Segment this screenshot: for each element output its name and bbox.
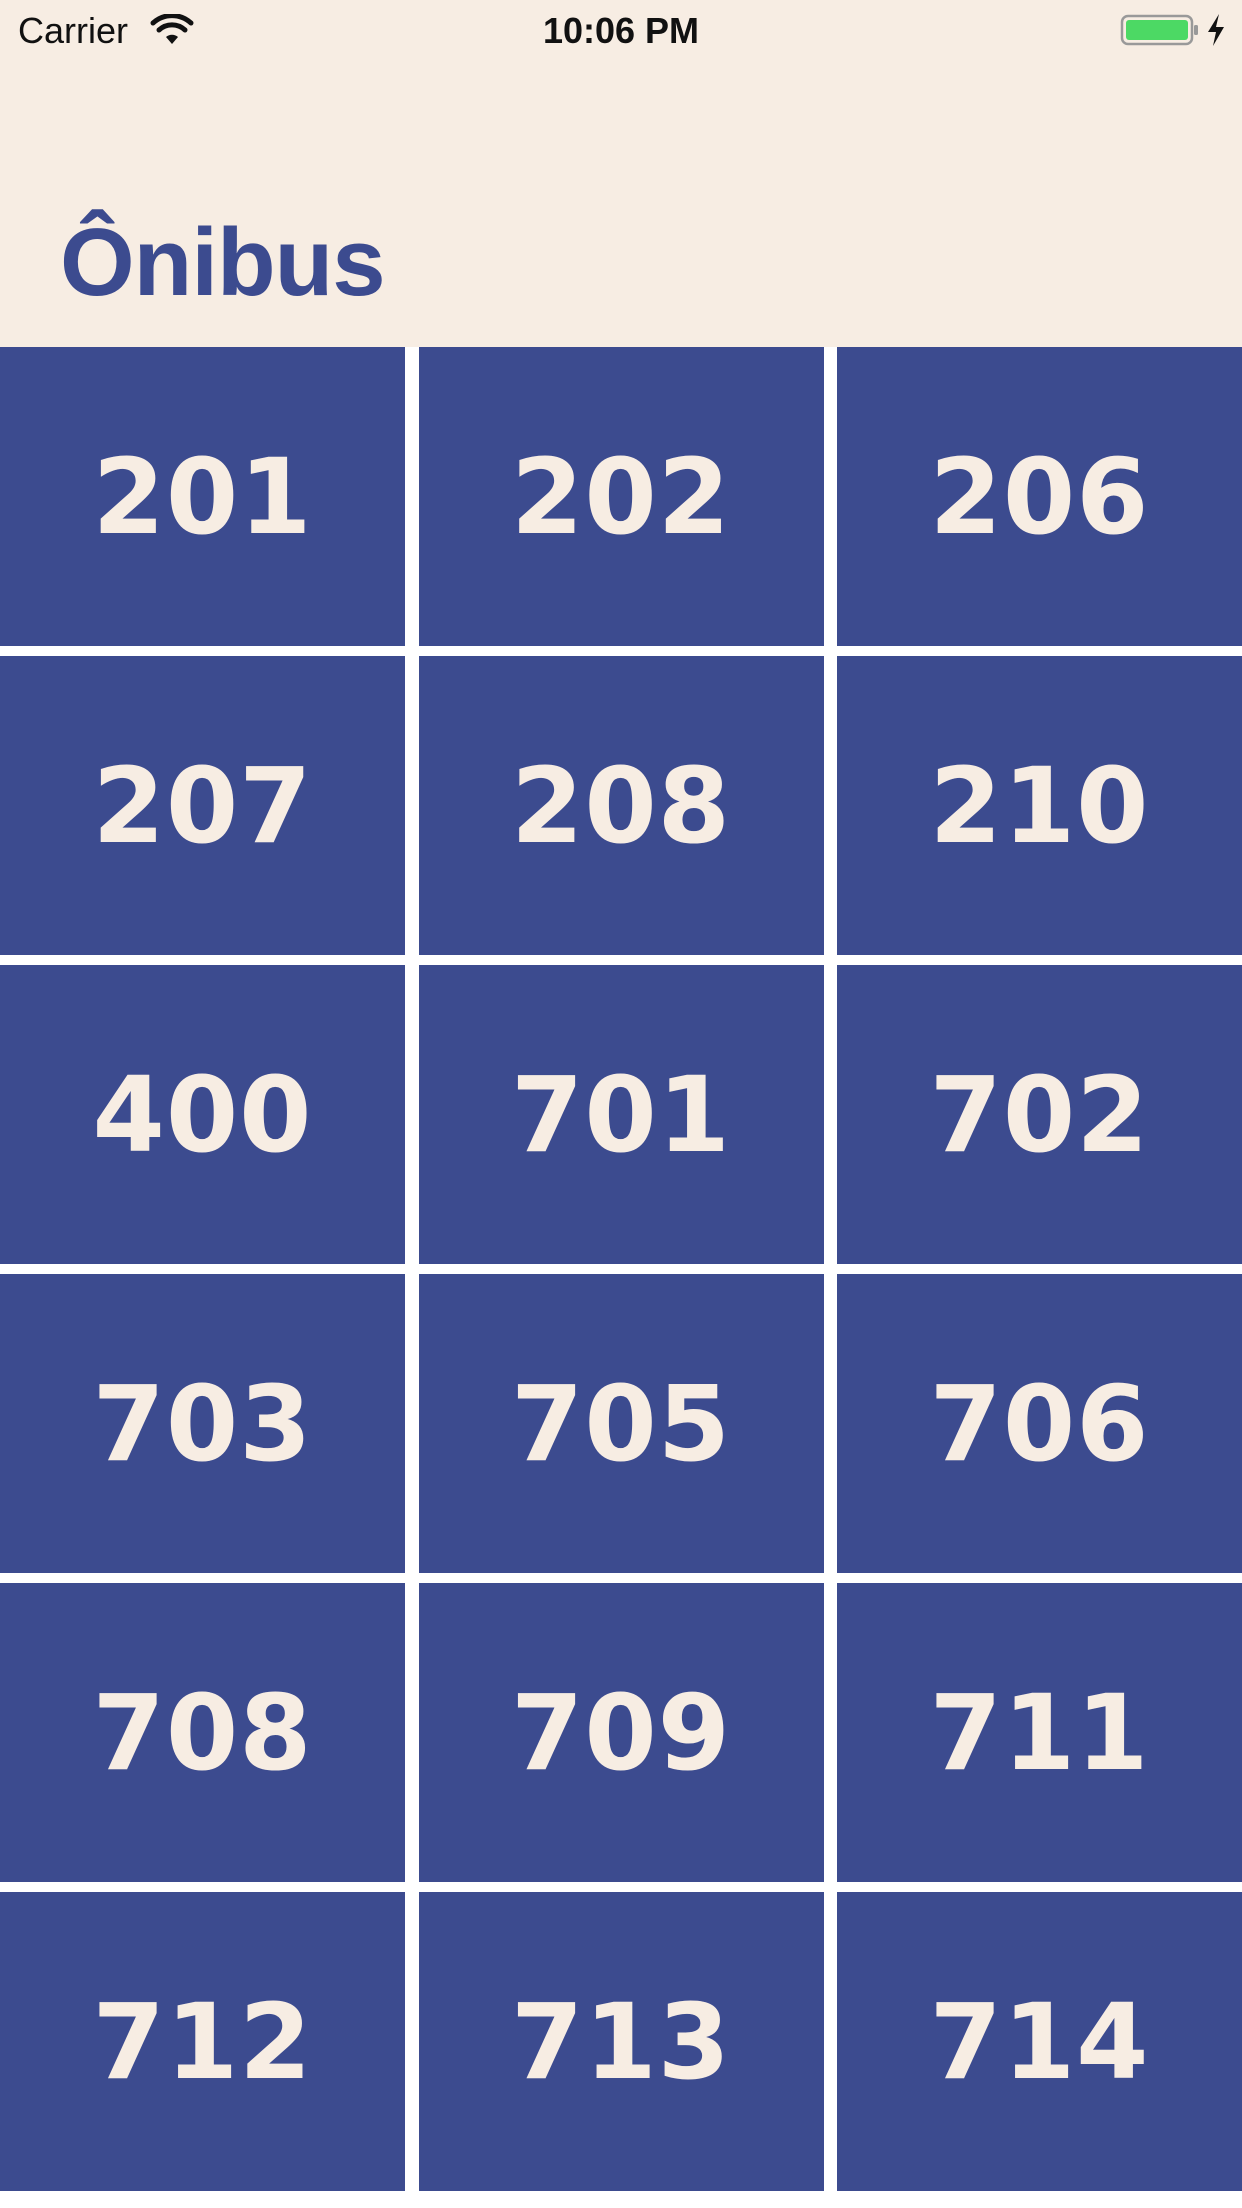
bus-line-number: 201 — [92, 435, 313, 558]
bus-line-tile[interactable]: 702 — [837, 965, 1242, 1264]
bus-line-number: 712 — [92, 1980, 313, 2103]
status-bar: Carrier 10:06 PM — [0, 0, 1242, 60]
bus-line-number: 206 — [929, 435, 1150, 558]
bus-line-number: 703 — [92, 1362, 313, 1485]
carrier-label: Carrier — [18, 10, 129, 51]
bus-line-number: 714 — [929, 1980, 1150, 2103]
bus-line-number: 713 — [510, 1980, 732, 2103]
bus-line-tile[interactable]: 206 — [837, 347, 1242, 646]
bus-line-tile[interactable]: 703 — [0, 1274, 405, 1573]
bus-line-number: 705 — [510, 1362, 732, 1485]
navigation-bar: Carrier 10:06 PM Ônibus — [0, 0, 1242, 347]
bus-line-tile[interactable]: 400 — [0, 965, 405, 1264]
bus-line-number: 400 — [92, 1053, 313, 1176]
bus-line-tile[interactable]: 711 — [837, 1583, 1242, 1882]
bus-line-tile[interactable]: 712 — [0, 1892, 405, 2191]
bus-line-tile[interactable]: 705 — [418, 1274, 824, 1573]
bus-line-number: 202 — [510, 435, 732, 558]
bus-line-number: 207 — [92, 744, 313, 867]
bus-line-tile[interactable]: 713 — [418, 1892, 824, 2191]
bus-line-tile[interactable]: 708 — [0, 1583, 405, 1882]
bus-line-tile[interactable]: 208 — [418, 656, 824, 955]
bus-line-number: 711 — [929, 1671, 1150, 1794]
bus-line-tile[interactable]: 714 — [837, 1892, 1242, 2191]
wifi-icon — [150, 14, 194, 44]
bus-line-number: 709 — [510, 1671, 732, 1794]
bus-line-tile[interactable]: 201 — [0, 347, 405, 646]
bus-line-number: 706 — [929, 1362, 1150, 1485]
bus-line-tile[interactable]: 709 — [418, 1583, 824, 1882]
bus-line-number: 702 — [929, 1053, 1150, 1176]
bus-line-number: 701 — [510, 1053, 732, 1176]
bus-line-tile[interactable]: 701 — [418, 965, 824, 1264]
bus-line-tile[interactable]: 210 — [837, 656, 1242, 955]
battery-icon — [1120, 14, 1198, 46]
bus-line-tile[interactable]: 706 — [837, 1274, 1242, 1573]
bus-line-tile[interactable]: 202 — [418, 347, 824, 646]
page-title: Ônibus — [60, 209, 386, 316]
bus-line-number: 708 — [92, 1671, 313, 1794]
bus-line-number: 208 — [510, 744, 732, 867]
charging-bolt-icon — [1208, 14, 1224, 46]
bus-lines-grid: 201 202 206 207 208 210 400 701 702 703 705 706 708 7… — [0, 347, 1242, 2191]
status-time: 10:06 PM — [542, 10, 700, 51]
bus-line-number: 210 — [929, 744, 1150, 867]
bus-line-tile[interactable]: 207 — [0, 656, 405, 955]
